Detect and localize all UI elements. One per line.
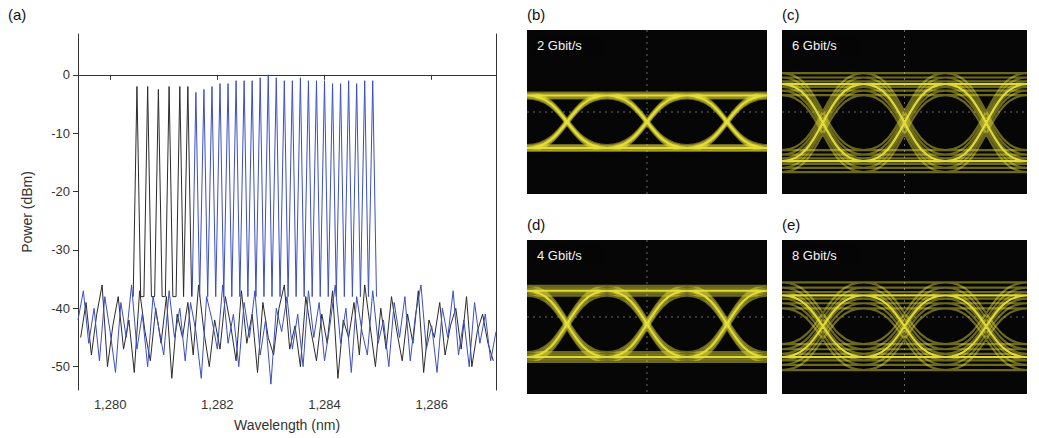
html-text:(a): (a)	[8, 6, 27, 23]
svg-text:4 Gbit/s: 4 Gbit/s	[537, 248, 582, 263]
svg-text:Power (dBm): Power (dBm)	[19, 171, 35, 253]
svg-text:-20: -20	[51, 184, 70, 199]
html-text:(c): (c)	[782, 6, 800, 23]
svg-text:-30: -30	[51, 242, 70, 257]
svg-text:-10: -10	[51, 126, 70, 141]
svg-text:Wavelength (nm): Wavelength (nm)	[234, 417, 340, 433]
svg-text:1,280: 1,280	[94, 397, 127, 412]
html-text:(e): (e)	[782, 216, 801, 233]
svg-text:-50: -50	[51, 359, 70, 374]
svg-text:6 Gbit/s: 6 Gbit/s	[792, 38, 837, 53]
svg-text:-40: -40	[51, 301, 70, 316]
svg-text:2 Gbit/s: 2 Gbit/s	[537, 38, 582, 53]
html-text:(d): (d)	[527, 216, 546, 233]
svg-text:0: 0	[63, 67, 70, 82]
svg-text:1,284: 1,284	[308, 397, 341, 412]
svg-text:1,282: 1,282	[201, 397, 234, 412]
svg-text:8 Gbit/s: 8 Gbit/s	[792, 248, 837, 263]
html-text:(b): (b)	[527, 6, 546, 23]
svg-text:1,286: 1,286	[415, 397, 448, 412]
